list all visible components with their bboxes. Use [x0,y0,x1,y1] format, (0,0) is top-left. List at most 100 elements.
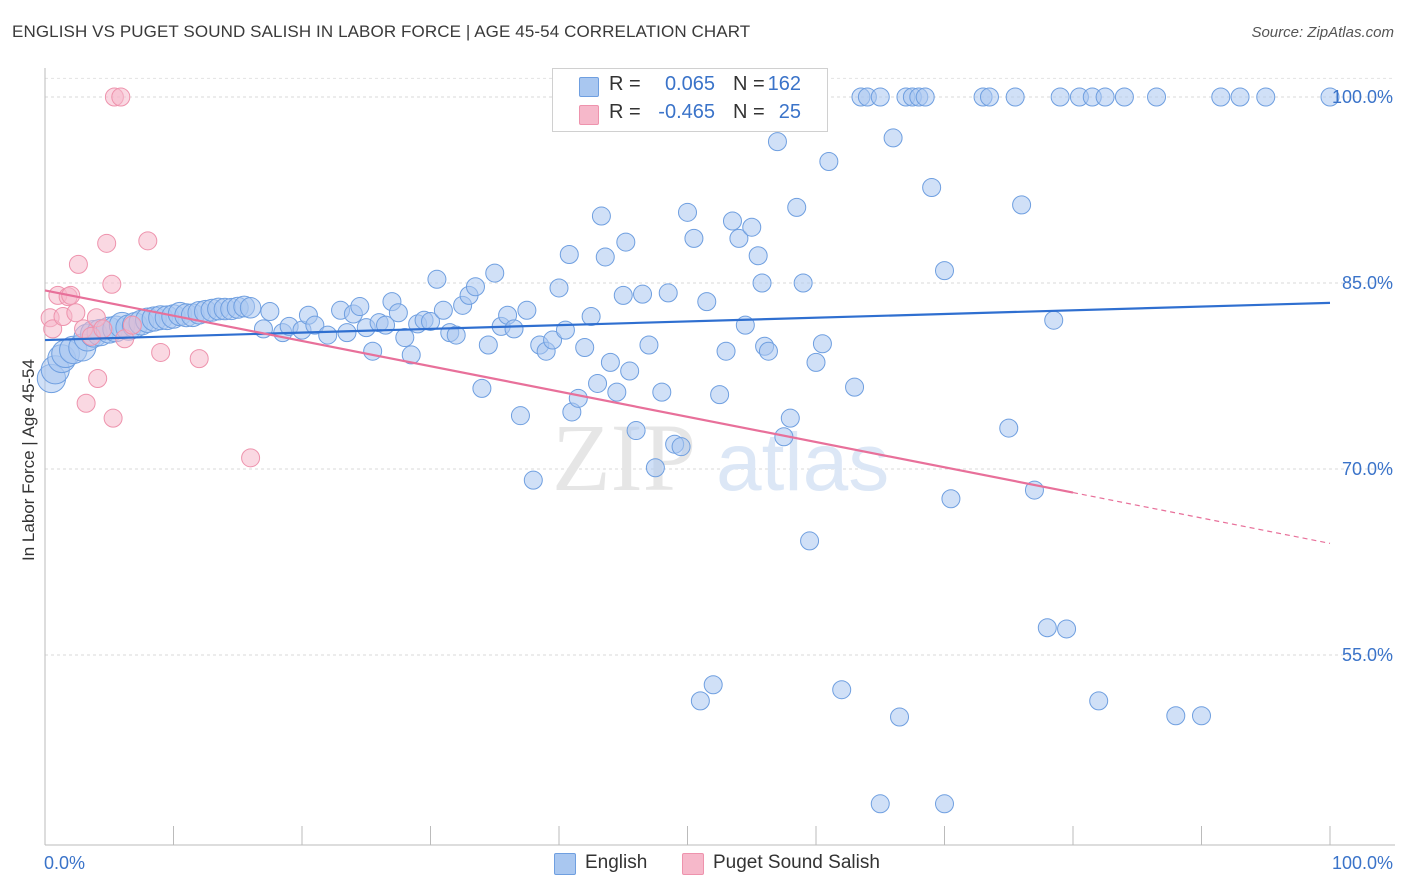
english-point [543,330,563,350]
english-point [935,261,954,281]
english-point [890,707,910,727]
english-point [591,206,611,226]
x-tick-label: 0.0% [44,853,85,873]
n-label: N = [733,73,765,95]
english-point [239,297,262,319]
english-point [767,132,787,152]
english-point [915,87,935,107]
english-point [613,285,633,305]
english-point [787,197,807,217]
english-point [870,794,890,814]
stats-box: R = 0.065 N = 162 R = -0.465 N = 25 [552,68,828,132]
english-point [1211,87,1231,107]
english-point [758,341,778,361]
english-trend-line [44,301,1331,342]
tick-labels: 55.0% 70.0% 85.0% 100.0% 0.0% 100.0% [44,87,1393,873]
english-point [716,341,736,361]
english-point [652,382,672,402]
english-point [517,300,537,320]
english-point [1037,618,1057,638]
english-point [845,377,865,397]
english-point [607,382,627,402]
english-point [684,228,704,248]
english-point [446,325,466,345]
english-point [427,269,447,289]
english-point [581,306,601,326]
english-point [819,151,839,171]
english-point [1057,619,1077,639]
english-point [626,421,646,441]
stats-row-english: R = 0.065 N = 162 [553,73,827,99]
salish-point [66,303,86,323]
english-point [485,263,505,283]
english-point [1095,87,1115,107]
english-point [260,302,280,322]
english-point [658,283,678,303]
y-tick-label: 85.0% [1342,273,1393,293]
english-point [832,680,852,700]
english-point [922,178,942,198]
english-point [1230,87,1250,107]
english-point [752,273,772,293]
english-point [639,335,659,355]
salish-trend-line [44,289,1074,494]
english-point [703,675,723,695]
english-point [729,228,749,248]
y-tick-label: 55.0% [1342,645,1393,665]
english-point [318,325,338,345]
salish-point [103,408,123,428]
salish-point [189,349,209,369]
english-point [800,531,820,551]
n-value: 162 [767,73,801,95]
english-point [722,211,742,231]
legend-label-salish: Puget Sound Salish [713,852,880,873]
english-point [748,246,768,266]
english-point [616,232,636,252]
salish-point [241,448,261,468]
salish-point [111,87,131,107]
english-point [388,303,408,323]
legend-swatch-english [554,853,576,875]
english-point [1147,87,1167,107]
english-point [305,315,325,335]
english-point [549,278,569,298]
english-point [793,273,813,293]
english-point [350,297,370,317]
watermark-atlas: atlas [716,417,889,508]
english-point [363,341,383,361]
english-point [588,373,608,393]
english-point [600,352,620,372]
legend-swatch-salish [682,853,704,875]
legend-label-english: English [585,852,648,873]
english-point [742,217,762,237]
grid-lines [45,77,1395,656]
english-point [337,323,357,343]
salish-point [88,368,108,388]
english-point [421,311,440,331]
english-point [941,489,961,509]
english-point [690,691,710,711]
english-point [870,87,890,107]
english-point [575,337,595,357]
data-points [36,87,1340,814]
english-swatch [579,77,599,97]
x-tick-label: 100.0% [1332,853,1393,873]
english-point [1320,87,1340,107]
english-point [401,345,421,365]
english-point [645,458,665,478]
salish-point [93,319,113,339]
salish-swatch [579,105,599,125]
english-point [504,319,524,339]
r-label: R = [609,73,641,95]
salish-point [138,231,158,251]
english-point [568,388,588,408]
english-point [999,418,1019,438]
salish-point [102,274,122,294]
english-point [935,794,954,814]
english-point [1256,87,1276,107]
source-label: Source: ZipAtlas.com [1251,24,1394,41]
english-point [710,385,730,405]
salish-trend-extension [1072,491,1331,544]
english-point [1005,87,1025,107]
